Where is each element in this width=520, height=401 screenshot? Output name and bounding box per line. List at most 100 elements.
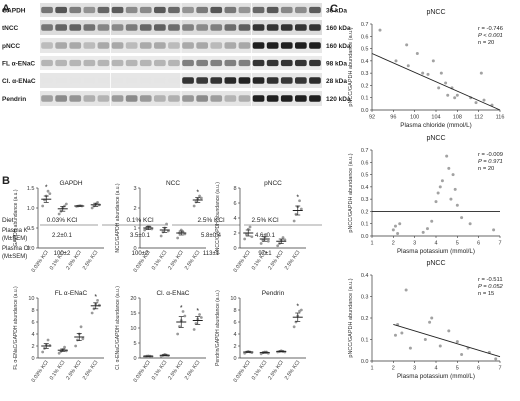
x-tick-label: 112 (474, 115, 483, 121)
blot-band (168, 42, 180, 49)
blot-band (83, 77, 96, 84)
y-axis-label: pNCC/GAPDH abundance (a.u.) (348, 278, 354, 357)
y-axis-label: FL α-ENaC/GAPDH abundance (a.u.) (13, 286, 19, 370)
blot-size: 36 kDa (326, 8, 347, 15)
x-category-label: 0.03% KCl (133, 360, 152, 384)
plasma-k-3: 5.8±0.4 (201, 233, 222, 239)
blot-band (154, 95, 166, 102)
data-point (276, 244, 280, 248)
blot-band (196, 42, 208, 49)
blot-band (266, 59, 279, 67)
data-point (199, 316, 203, 319)
y-tick-label: 0.5 (361, 47, 369, 53)
blot-band (55, 42, 67, 49)
data-point (199, 196, 203, 200)
data-point (445, 154, 449, 158)
blot-band (125, 24, 138, 31)
blot-band (168, 6, 180, 14)
data-point (283, 238, 287, 242)
correlation-plot-1: pNCC 0.0 0.1 0.2 0.3 0.4 0.5 0.6 0.7 92 96 100 104 10… (348, 9, 504, 129)
x-axis-label: Plasma chloride (mmol/L) (400, 122, 471, 129)
blot-band (295, 42, 307, 49)
data-point (63, 345, 66, 349)
x-tick-label: 5 (456, 366, 459, 372)
plasma-cl-1: 100±2 (54, 251, 71, 257)
correlation-stat: P < 0.001 (478, 33, 503, 39)
blot-band (125, 77, 138, 84)
correlation-stat: n = 20 (478, 166, 494, 172)
data-point (176, 332, 180, 336)
data-point (194, 200, 198, 204)
blot-size: 160 kDa (326, 43, 351, 50)
data-point (494, 357, 498, 361)
y-axis-label: Cl. α-ENaC/GAPDH abundance (a.u.) (115, 286, 121, 370)
blot-label: Pendrin (2, 96, 26, 103)
y-tick-label: 0.0 (361, 359, 369, 365)
x-tick-label: 3 (413, 366, 416, 372)
y-tick-label: 3 (133, 186, 136, 192)
blot-band (196, 77, 208, 84)
y-tick-label: 0.3 (361, 197, 369, 203)
blot-band (238, 95, 251, 102)
blot-band (182, 95, 194, 102)
data-point (96, 299, 99, 302)
data-point (143, 228, 147, 232)
data-point (421, 71, 425, 75)
data-point (460, 216, 464, 220)
correlation-stat: P = 0.052 (478, 284, 504, 290)
y-tick-label: 8 (233, 308, 236, 314)
data-point (159, 234, 163, 238)
blot-band (83, 42, 96, 49)
blot-band (238, 59, 251, 67)
data-point (406, 64, 410, 68)
data-point (430, 219, 434, 223)
x-axis-label: Plasma potassium (mmol/L) (397, 248, 475, 255)
x-tick-label: 2 (392, 241, 395, 247)
blot-band (252, 95, 265, 102)
data-point (408, 346, 412, 350)
correlation-plot-2: pNCC 0.0 0.1 0.2 0.3 0.4 0.5 0.6 0.7 1 2 3 4 5 6 7 Plasm… (348, 135, 503, 255)
y-tick-label: 1.0 (27, 206, 35, 212)
blot-band (224, 6, 237, 14)
y-axis-label: GAPDH abundance (a.u.) (13, 189, 19, 246)
y-tick-label: 10 (130, 326, 136, 332)
data-point (294, 320, 298, 324)
blot-band (111, 24, 124, 31)
blot-band (69, 6, 82, 14)
data-point (423, 338, 427, 341)
plot-title: NCC (166, 180, 180, 187)
plot-title: FL α-ENaC (55, 290, 88, 297)
blot-band (210, 59, 223, 67)
y-tick-label: 0.2 (361, 209, 369, 215)
blot-band (295, 77, 307, 84)
blot-band (252, 77, 265, 84)
x-category-label: 2.5% KCl (184, 250, 202, 272)
data-point (449, 197, 453, 201)
blot-band (210, 6, 223, 14)
blot-band (309, 42, 321, 49)
data-point (453, 187, 457, 191)
x-tick-label: 5 (456, 241, 459, 247)
data-point (198, 313, 201, 316)
blot-band (266, 42, 279, 49)
data-point (64, 202, 68, 206)
data-point (81, 337, 85, 341)
data-point (299, 308, 303, 312)
blot-band (125, 59, 138, 67)
plot-title: Cl. α-ENaC (156, 290, 189, 297)
x-tick-label: 3 (413, 241, 416, 247)
blot-band (125, 95, 138, 102)
blot-band (97, 24, 110, 31)
diet-label: Diet (2, 217, 14, 224)
y-tick-label: 0.4 (361, 185, 369, 191)
x-category-label: 2.5% KCl (267, 360, 285, 382)
data-point (438, 344, 442, 348)
data-point (439, 71, 443, 75)
data-point (426, 72, 430, 76)
blot-band (55, 6, 67, 14)
blot-size: 160 kDa (326, 25, 351, 32)
blot-band (97, 59, 110, 67)
y-tick-label: 0.1 (361, 338, 369, 344)
data-point (266, 239, 270, 243)
